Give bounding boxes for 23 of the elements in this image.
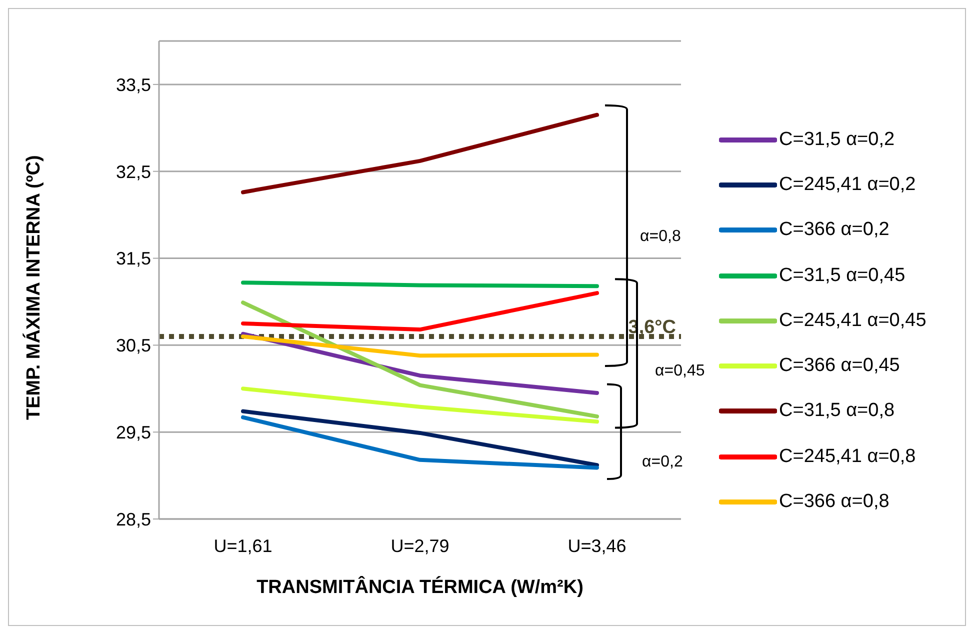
legend-label: C=366 α=0,45 bbox=[779, 355, 900, 378]
y-axis-title: TEMP. MÁXIMA INTERNA (ºC) bbox=[22, 155, 45, 420]
x-tick-label: U=1,61 bbox=[214, 536, 272, 556]
y-tick-label: 32,5 bbox=[116, 162, 151, 182]
x-tick-label: U=2,79 bbox=[390, 536, 450, 556]
y-tick-label: 29,5 bbox=[116, 422, 151, 442]
legend-label: C=245,41 α=0,2 bbox=[779, 174, 916, 196]
x-axis-title: TRANSMITÂNCIA TÉRMICA (W/m²K) bbox=[256, 575, 584, 598]
y-tick-label: 31,5 bbox=[116, 248, 151, 269]
annotation: α=0,8 bbox=[640, 228, 681, 245]
legend-label: C=31,5 α=0,8 bbox=[779, 400, 895, 422]
legend-label: C=366 α=0,2 bbox=[779, 219, 890, 242]
legend-label: C=245,41 α=0,45 bbox=[779, 310, 926, 332]
legend-label: C=245,41 α=0,8 bbox=[779, 446, 916, 468]
annotation: α=0,2 bbox=[642, 454, 683, 471]
legend-label: C=31,5 α=0,45 bbox=[779, 264, 906, 287]
y-tick-label: 28,5 bbox=[116, 509, 151, 530]
annotation: α=0,45 bbox=[655, 362, 705, 380]
x-tick-label: U=3,46 bbox=[568, 536, 626, 556]
legend-label: C=366 α=0,8 bbox=[779, 491, 890, 514]
y-tick-label: 30,5 bbox=[116, 336, 151, 356]
legend-label: C=31,5 α=0,2 bbox=[779, 128, 895, 151]
y-tick-label: 33,5 bbox=[116, 74, 151, 95]
